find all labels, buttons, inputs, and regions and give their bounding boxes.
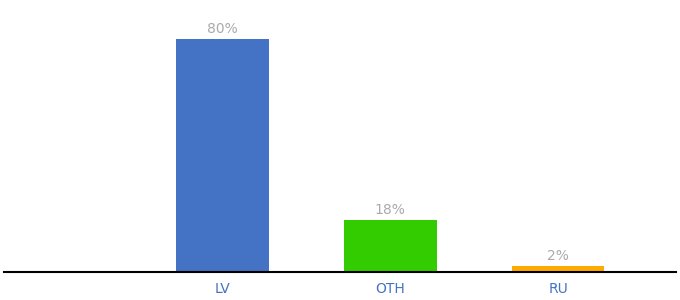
Text: 18%: 18% bbox=[375, 203, 406, 217]
Text: 80%: 80% bbox=[207, 22, 238, 36]
Bar bbox=[512, 266, 605, 272]
Bar bbox=[176, 39, 269, 272]
Bar bbox=[344, 220, 437, 272]
Text: 2%: 2% bbox=[547, 249, 569, 263]
